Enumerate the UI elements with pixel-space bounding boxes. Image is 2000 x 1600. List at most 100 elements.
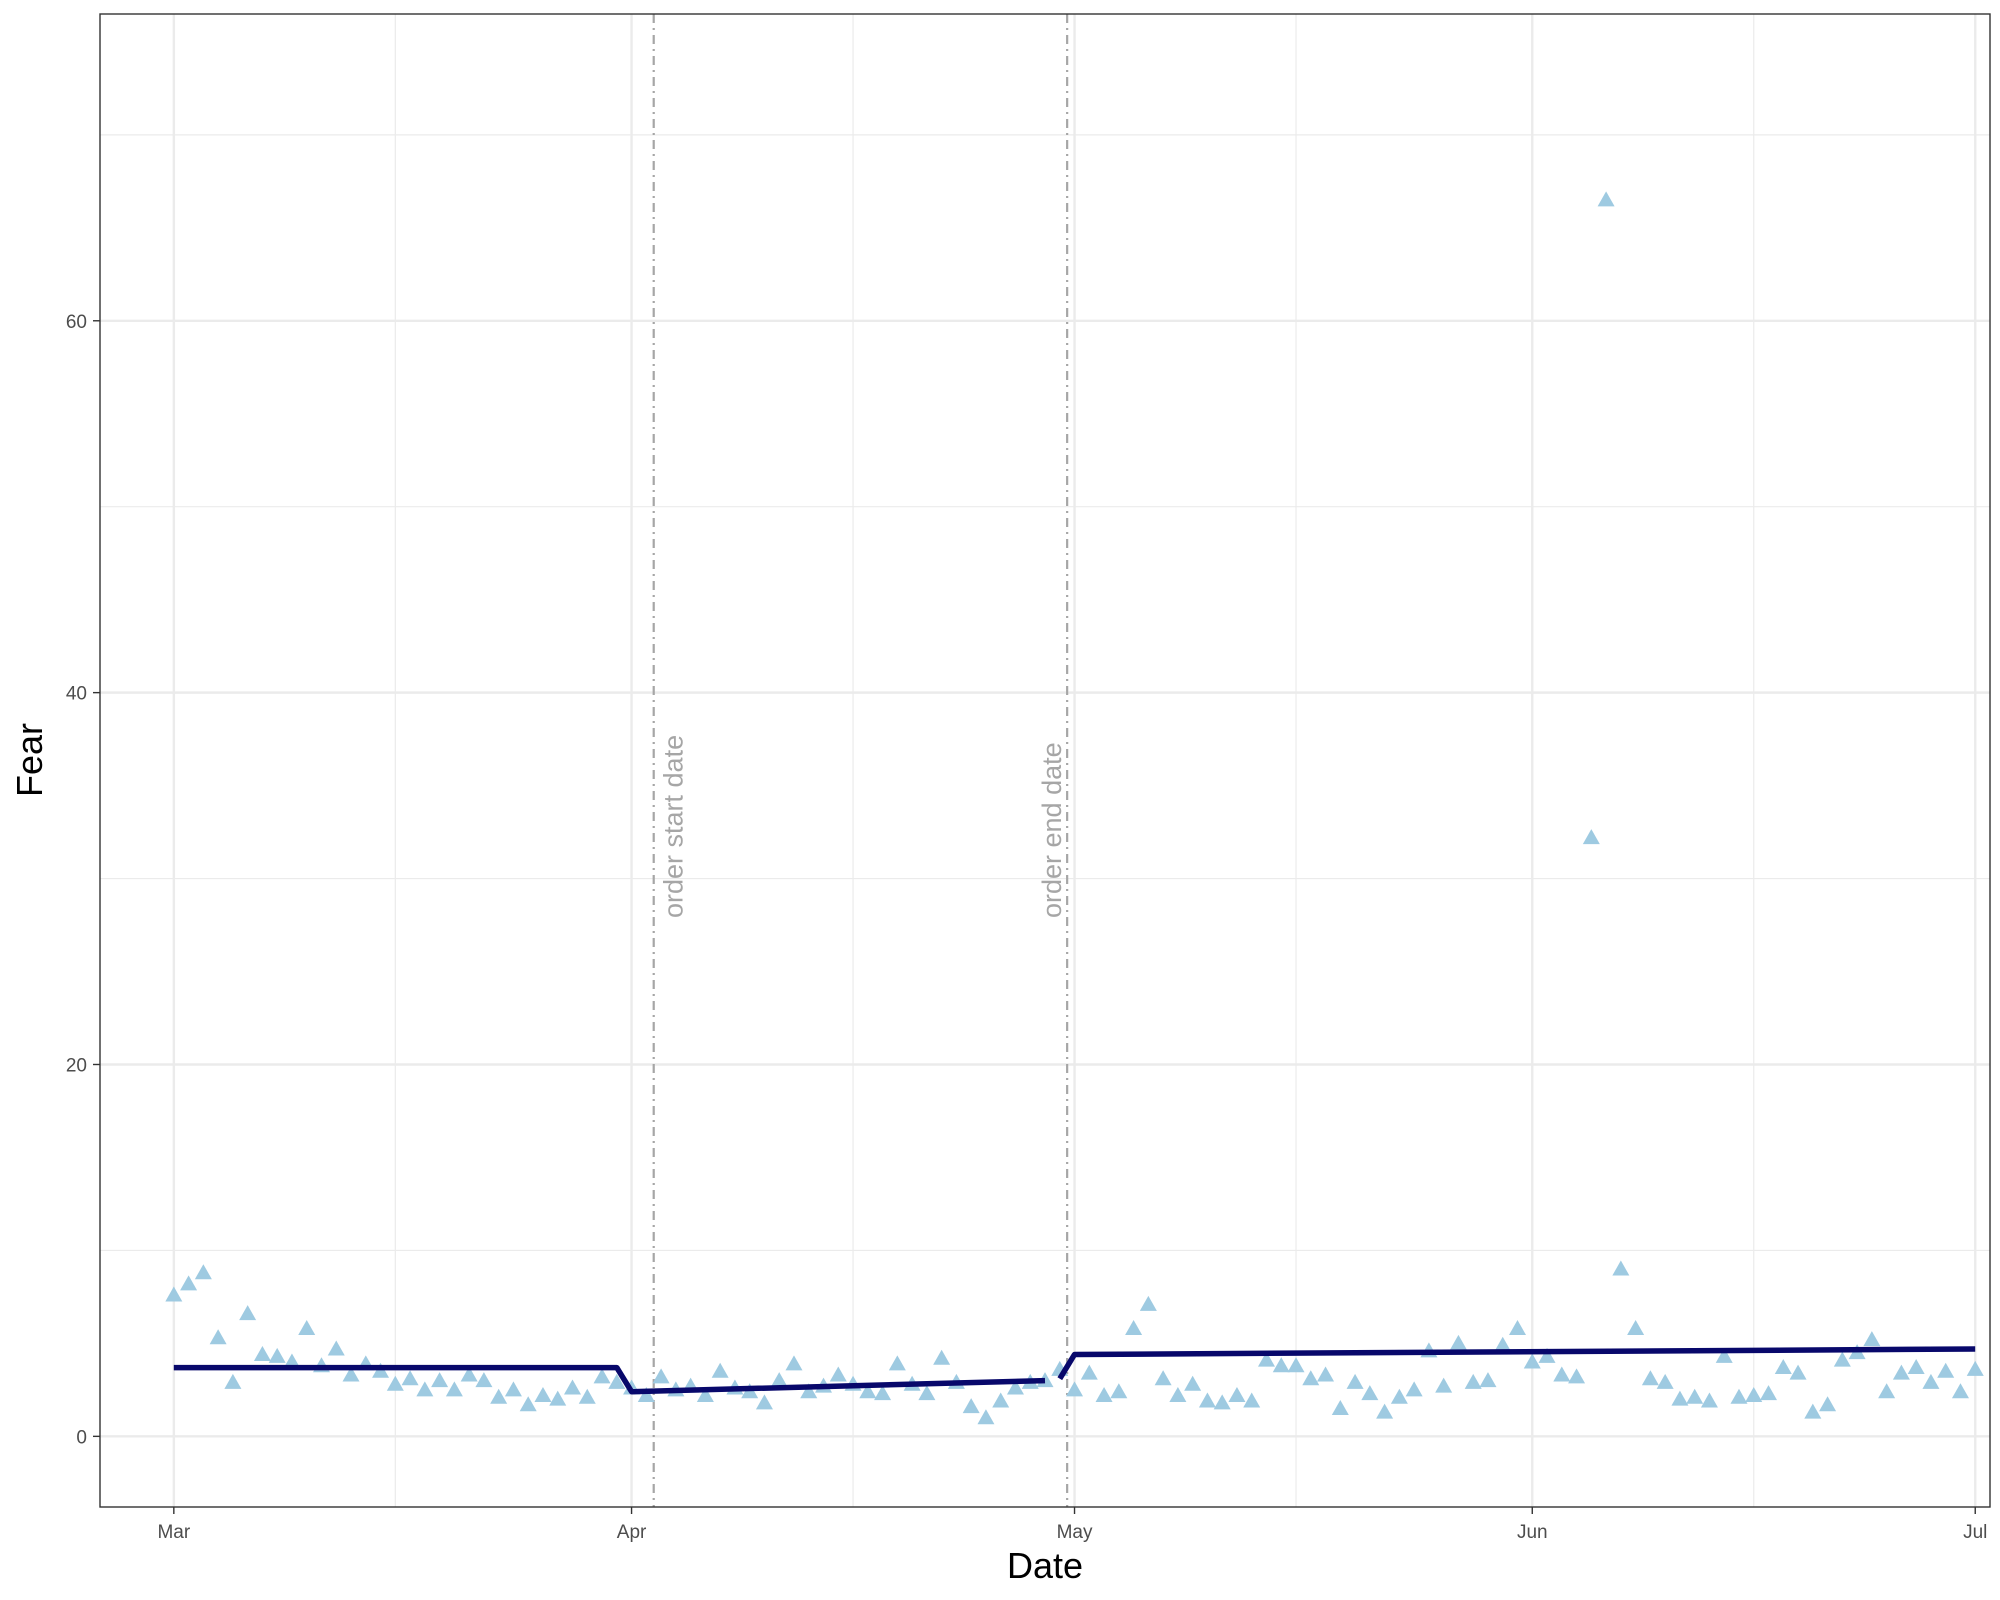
data-point	[386, 1375, 404, 1391]
data-point	[1538, 1347, 1556, 1363]
data-point	[1597, 191, 1615, 207]
data-point	[874, 1385, 892, 1401]
data-point	[1922, 1373, 1940, 1389]
data-point	[1110, 1383, 1128, 1399]
fit-line	[173, 1364, 1046, 1395]
y-tick-label: 40	[66, 684, 87, 705]
data-point	[416, 1381, 434, 1397]
data-point	[1479, 1372, 1497, 1388]
data-point	[1582, 829, 1600, 845]
data-point	[1376, 1403, 1394, 1419]
data-point	[1243, 1392, 1261, 1408]
data-point	[1435, 1377, 1453, 1393]
data-point	[224, 1373, 242, 1389]
fit-line	[1057, 1346, 1976, 1381]
y-tick-label: 0	[76, 1427, 87, 1448]
plot-panel-border	[99, 13, 1991, 1508]
data-point	[696, 1386, 714, 1402]
data-point	[180, 1275, 198, 1291]
fit-lines	[173, 1346, 1976, 1395]
data-point	[504, 1381, 522, 1397]
data-point	[1612, 1260, 1630, 1276]
data-point	[1405, 1381, 1423, 1397]
data-point	[1449, 1334, 1467, 1350]
data-point	[460, 1366, 478, 1382]
data-point	[1346, 1373, 1364, 1389]
data-point	[1006, 1379, 1024, 1395]
data-point	[1169, 1386, 1187, 1402]
data-point	[1686, 1388, 1704, 1404]
data-point	[549, 1390, 567, 1406]
data-point	[829, 1366, 847, 1382]
data-point	[194, 1264, 212, 1280]
data-point	[1317, 1366, 1335, 1382]
data-point	[490, 1388, 508, 1404]
reference-line-label: order start date	[659, 735, 689, 918]
data-point	[1361, 1385, 1379, 1401]
data-point	[534, 1386, 552, 1402]
data-point	[1287, 1357, 1305, 1373]
data-point	[519, 1396, 537, 1412]
data-point	[1198, 1392, 1216, 1408]
data-point	[165, 1286, 183, 1302]
data-point	[1139, 1295, 1157, 1311]
data-point	[1730, 1388, 1748, 1404]
x-tick-label: Jul	[1963, 1522, 1987, 1543]
data-point	[1390, 1388, 1408, 1404]
data-point	[770, 1372, 788, 1388]
data-point	[918, 1385, 936, 1401]
data-point	[1302, 1370, 1320, 1386]
data-point	[401, 1370, 419, 1386]
data-point	[1804, 1403, 1822, 1419]
data-point	[1213, 1394, 1231, 1410]
data-point	[637, 1386, 655, 1402]
data-point	[1760, 1385, 1778, 1401]
data-point	[1951, 1383, 1969, 1399]
data-point	[1715, 1347, 1733, 1363]
data-point	[1863, 1331, 1881, 1347]
data-point	[445, 1381, 463, 1397]
y-tick-label: 20	[66, 1055, 87, 1076]
data-point	[1966, 1360, 1984, 1376]
x-tick-label: Apr	[617, 1522, 647, 1543]
y-tick-label: 60	[66, 312, 87, 333]
x-axis-title: Date	[1007, 1545, 1083, 1586]
data-point	[1789, 1364, 1807, 1380]
data-point	[564, 1379, 581, 1395]
data-point	[283, 1353, 301, 1369]
data-point	[1671, 1390, 1689, 1406]
data-point	[593, 1368, 611, 1384]
data-point	[785, 1355, 803, 1371]
y-axis-title: Fear	[9, 723, 50, 797]
data-point	[888, 1355, 906, 1371]
data-point	[755, 1394, 773, 1410]
data-point	[1907, 1359, 1925, 1375]
data-point	[1892, 1364, 1910, 1380]
data-point	[253, 1346, 271, 1362]
data-point	[1819, 1396, 1837, 1412]
reference-line-label: order end date	[1037, 742, 1067, 918]
data-point	[268, 1347, 286, 1363]
data-point	[1745, 1386, 1763, 1402]
data-point	[859, 1383, 877, 1399]
data-point	[1878, 1383, 1896, 1399]
data-point	[1331, 1399, 1349, 1415]
data-point	[962, 1398, 980, 1414]
data-point	[1774, 1359, 1792, 1375]
data-point	[1095, 1386, 1113, 1402]
grid-lines	[100, 14, 1990, 1507]
x-tick-label: Jun	[1517, 1522, 1548, 1543]
data-point	[578, 1388, 596, 1404]
data-point	[992, 1392, 1010, 1408]
data-point	[327, 1340, 345, 1356]
data-point	[977, 1409, 995, 1425]
data-point	[1494, 1336, 1512, 1352]
data-point	[475, 1372, 493, 1388]
data-point	[933, 1349, 951, 1365]
x-tick-label: May	[1057, 1522, 1093, 1543]
data-point	[1523, 1353, 1541, 1369]
data-point	[298, 1320, 316, 1336]
data-point	[1937, 1362, 1955, 1378]
